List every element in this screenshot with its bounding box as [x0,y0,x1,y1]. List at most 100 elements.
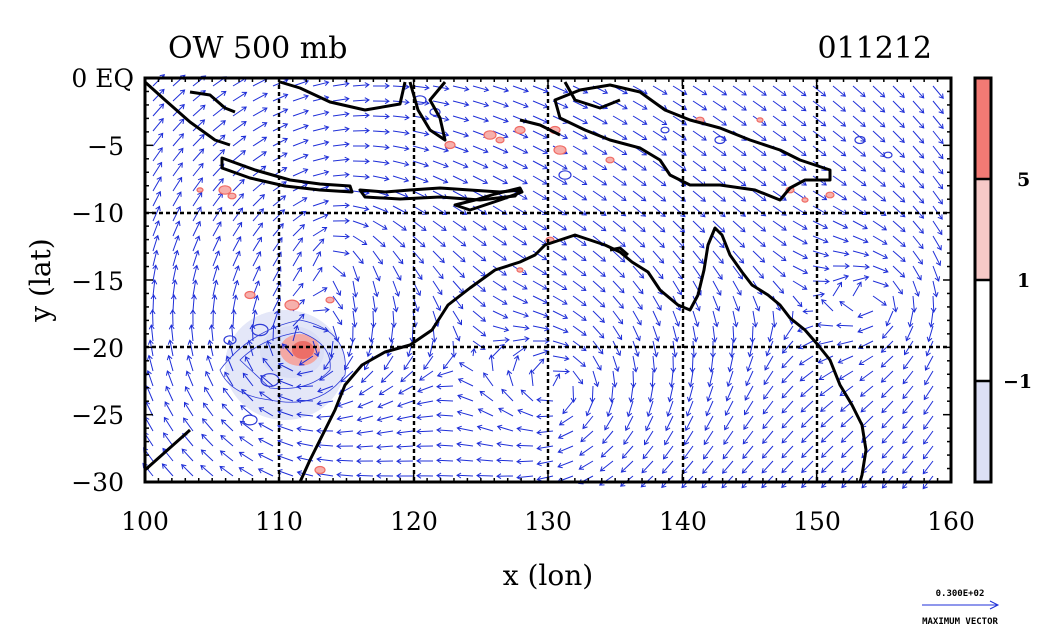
wind-vector [532,145,549,155]
wind-vector [792,280,808,290]
wind-vector [792,100,807,112]
wind-vector [667,385,674,403]
wind-vector [472,145,489,154]
wind-vector [712,250,724,265]
wind-vector [752,295,761,312]
wind-vector [572,295,587,307]
wind-vector [312,306,330,313]
wind-vector [924,370,934,386]
wind-vector [592,190,607,201]
wind-vector [841,445,854,459]
wind-vector [211,294,218,312]
wind-vector [772,130,787,141]
wind-vector [442,355,454,370]
wind-vector [792,220,808,230]
wind-vector [902,430,914,445]
wind-vector [512,295,529,304]
wind-vector [932,100,944,115]
wind-vector [239,436,254,447]
wind-vector [352,205,370,212]
wind-vector [152,147,163,162]
wind-vector [312,250,322,267]
wind-vector [416,457,434,464]
wind-vector [476,424,494,432]
wind-vector [612,130,628,140]
wind-vector [372,265,381,282]
wind-vector [296,426,314,432]
wind-vector [458,362,474,372]
wind-vector [332,265,346,277]
wind-vector [191,294,197,312]
wind-vector [902,445,914,460]
wind-vector [436,370,454,378]
wind-vector [707,370,714,388]
wind-vector [752,130,767,141]
wind-vector [232,91,248,102]
wind-vector [432,235,446,248]
wind-vector [552,250,568,261]
wind-vector [392,295,399,313]
wind-vector [752,145,767,156]
wind-vector [432,100,450,107]
wind-vector [652,85,668,95]
wind-vector [192,119,206,132]
wind-vector [212,250,221,267]
wind-vector [592,370,600,388]
wind-vector [852,100,866,113]
wind-vector [412,160,430,168]
y-tick-eq: 0 EQ [71,64,134,93]
colorbar-segment-low [975,381,991,482]
wind-vector [532,265,548,275]
wind-vector [380,370,394,383]
wind-vector [241,388,254,402]
wind-vector [517,408,534,417]
wind-vector [232,135,247,147]
wind-vector [412,130,430,137]
x-tick-label: 100 [121,507,169,536]
wind-vector [512,280,528,290]
wind-vector [388,325,395,343]
wind-vector [552,190,568,200]
wind-vector [592,145,608,155]
wind-vector [781,355,794,369]
wind-vector [150,294,157,312]
wind-vector [392,265,402,281]
wind-vector [852,281,862,297]
wind-vector [671,340,678,358]
wind-vector [472,325,487,337]
wind-vector [344,355,354,371]
wind-vector [416,428,434,435]
wind-vector [852,190,867,201]
wind-vector [885,310,894,327]
wind-vector [412,235,426,248]
wind-vector [328,340,335,358]
wind-vector [592,160,608,170]
wind-vector [212,279,219,297]
wind-vector [392,129,410,136]
wind-vector [372,159,390,166]
wind-vector [336,443,354,450]
wind-vector [722,445,734,460]
wind-vector [450,340,457,358]
wind-vector [781,460,794,474]
wind-vector [612,355,620,373]
wind-vector [376,472,394,479]
wind-vector [781,385,794,399]
wind-vector [192,148,205,162]
wind-vector [672,130,687,141]
wind-vector [892,175,906,188]
wind-vector [712,145,727,156]
wind-vector [928,310,935,328]
wind-vector [578,460,594,470]
y-tick-label: −10 [71,199,124,228]
wind-vector [210,309,217,327]
wind-vector [783,325,794,341]
plot-title: OW 500 mb [168,31,347,66]
coast-borneo [189,80,407,114]
wind-vector [821,299,834,312]
wind-vector [366,340,374,358]
wind-vector [252,222,263,237]
wind-vector [923,415,934,430]
wind-vector [652,310,661,327]
wind-vector [692,295,701,312]
